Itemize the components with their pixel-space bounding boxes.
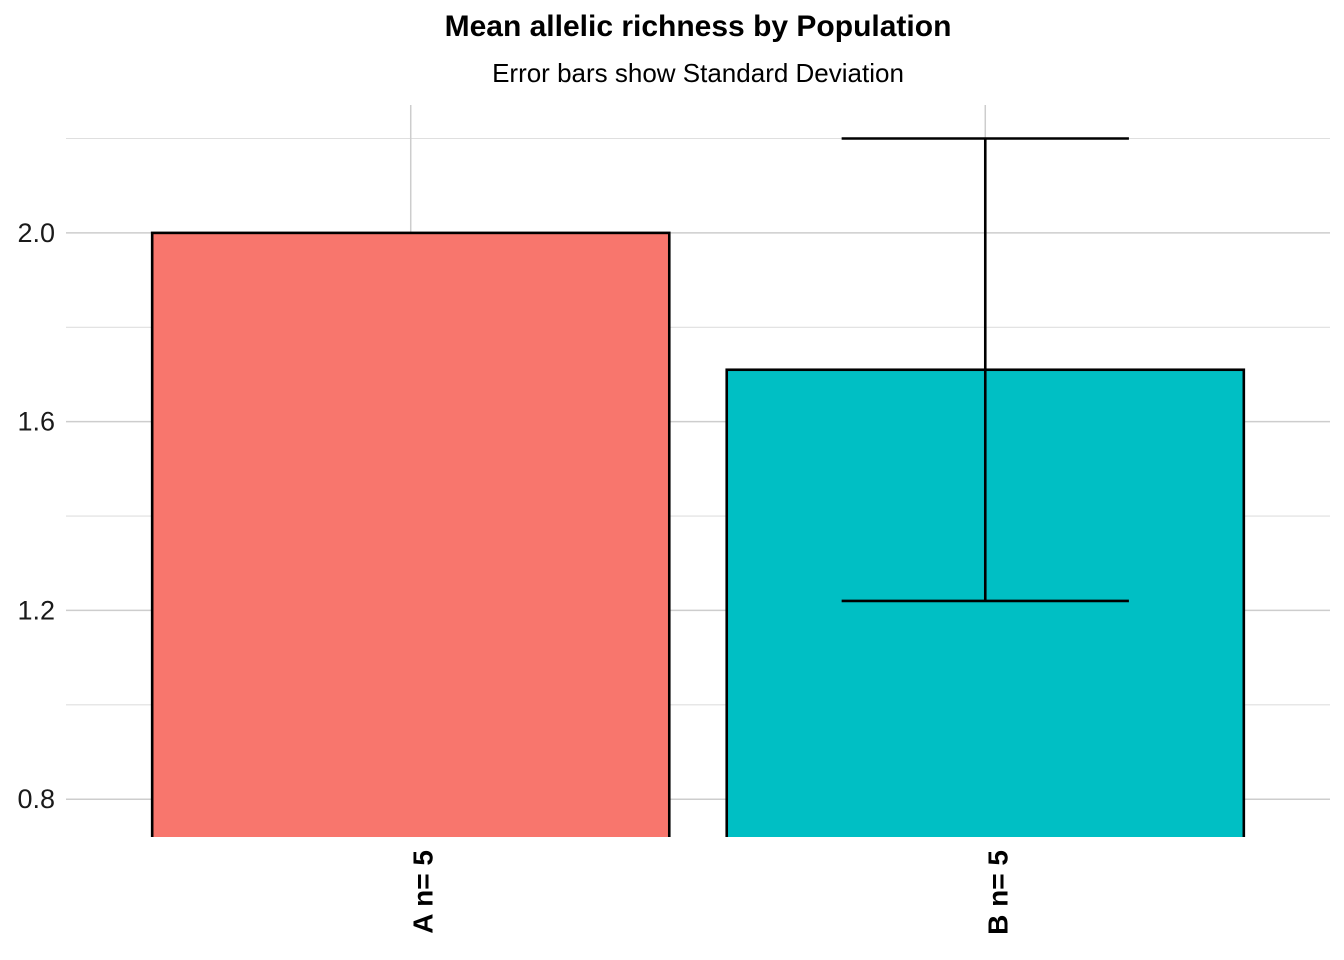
y-tick-label: 2.0 <box>17 218 55 248</box>
y-tick-label: 0.8 <box>17 784 55 814</box>
x-tick-label: A n= 5 <box>408 850 439 934</box>
panel-bottom-mask <box>0 837 1344 843</box>
y-tick-label: 1.2 <box>17 595 55 625</box>
chart-subtitle: Error bars show Standard Deviation <box>492 58 904 88</box>
bar-a <box>150 231 671 841</box>
x-tick-label: B n= 5 <box>982 850 1013 935</box>
chart-title: Mean allelic richness by Population <box>444 10 952 43</box>
y-tick-label: 1.6 <box>17 407 55 437</box>
